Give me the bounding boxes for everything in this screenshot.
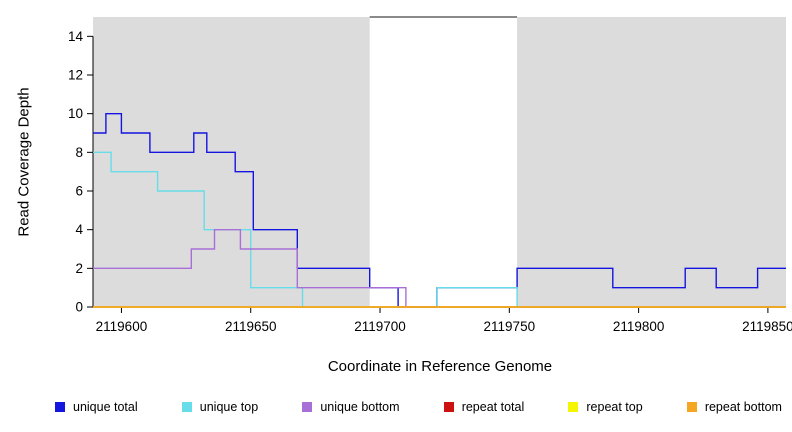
shaded-region	[517, 17, 786, 307]
series-line-unique-bottom	[93, 229, 786, 308]
x-tick-label: 2119650	[225, 319, 277, 334]
y-tick-label: 14	[68, 29, 84, 44]
x-tick-label: 2119700	[354, 319, 406, 334]
legend-item-unique-top: unique top	[181, 400, 259, 414]
legend-label: unique bottom	[320, 400, 400, 414]
legend-label: unique total	[73, 400, 138, 414]
chart-legend: unique total unique top unique bottom re…	[55, 400, 782, 414]
coverage-chart: 2119600 2119650 2119700 2119750 2119800 21198…	[68, 16, 792, 334]
x-tick-label: 2119750	[484, 319, 536, 334]
y-tick-label: 12	[68, 68, 83, 83]
y-tick-label: 6	[75, 184, 83, 199]
series-line-unique-total	[93, 113, 786, 308]
y-tick-label: 8	[75, 145, 83, 160]
y-tick-label: 0	[75, 300, 83, 315]
x-tick-label: 2119800	[613, 319, 665, 334]
legend-item-unique-total: unique total	[55, 400, 138, 414]
repeat-total-swatch-icon	[443, 402, 454, 412]
unique-top-swatch-icon	[181, 402, 192, 412]
shaded-region	[93, 17, 370, 307]
legend-item-repeat-top: repeat top	[568, 400, 643, 414]
repeat-top-swatch-icon	[568, 402, 579, 412]
series-line-unique-top	[93, 151, 786, 308]
y-tick-label: 10	[68, 106, 83, 121]
x-tick-label: 2119600	[96, 319, 148, 334]
legend-item-repeat-bottom: repeat bottom	[686, 400, 782, 414]
unique-total-swatch-icon	[55, 402, 65, 412]
y-axis-title: Read Coverage Depth	[15, 87, 33, 237]
legend-label: unique top	[199, 400, 259, 414]
y-tick-label: 2	[75, 261, 83, 276]
x-axis-title: Coordinate in Reference Genome	[327, 358, 553, 375]
legend-label: repeat total	[461, 400, 525, 414]
legend-item-repeat-total: repeat total	[443, 400, 525, 414]
legend-label: repeat bottom	[704, 400, 782, 414]
y-tick-label: 4	[75, 222, 83, 237]
unique-bottom-swatch-icon	[302, 402, 313, 412]
repeat-bottom-swatch-icon	[686, 402, 697, 412]
legend-label: repeat top	[586, 400, 643, 414]
x-tick-label: 2119850	[742, 319, 792, 334]
legend-item-unique-bottom: unique bottom	[302, 400, 400, 414]
